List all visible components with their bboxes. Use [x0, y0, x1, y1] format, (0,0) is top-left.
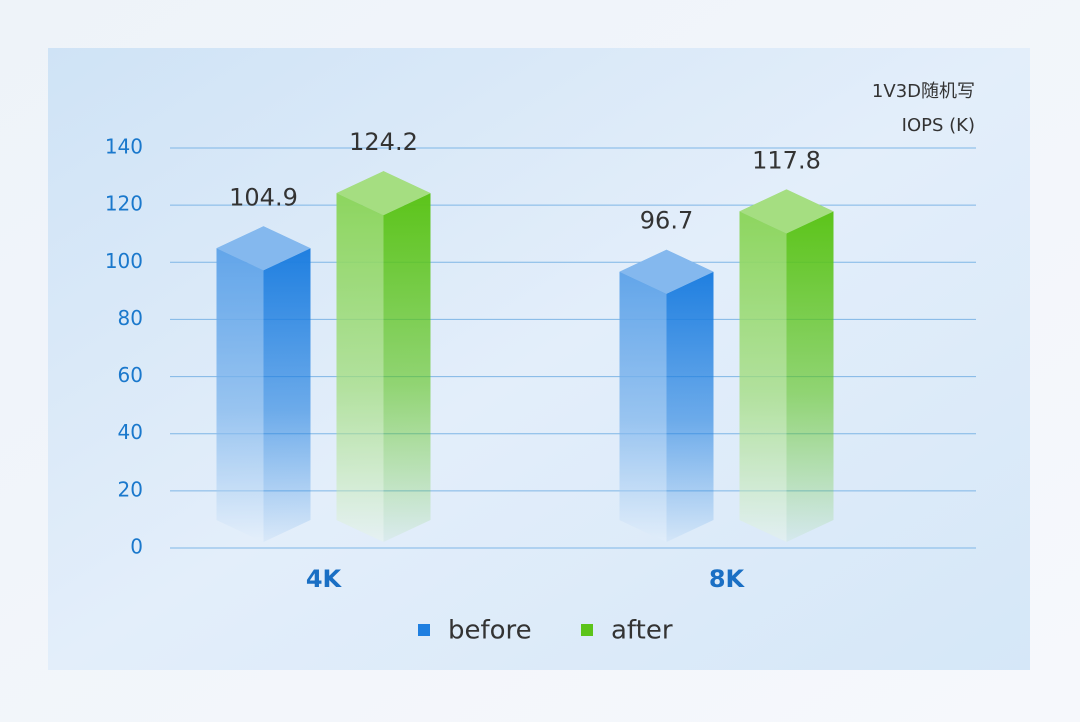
y-tick-label: 60 — [118, 363, 143, 387]
legend-swatch — [581, 624, 593, 636]
value-label: 96.7 — [640, 207, 693, 235]
panel — [48, 48, 1030, 670]
legend-label: before — [448, 616, 532, 646]
value-label: 124.2 — [349, 128, 418, 156]
value-label: 117.8 — [752, 146, 821, 174]
y-tick-label: 100 — [105, 249, 143, 273]
value-label: 104.9 — [229, 183, 298, 211]
bar — [739, 189, 834, 542]
bar — [216, 226, 311, 543]
legend-label: after — [611, 616, 673, 646]
y-tick-label: 20 — [118, 477, 143, 501]
bar — [336, 171, 431, 542]
x-tick-label: 8K — [709, 565, 746, 593]
y-tick-label: 140 — [105, 135, 143, 159]
x-tick-label: 4K — [306, 565, 343, 593]
y-tick-label: 40 — [118, 420, 143, 444]
bar — [619, 249, 714, 542]
y-tick-label: 120 — [105, 192, 143, 216]
chart-title: 1V3D随机写 — [872, 81, 975, 102]
y-tick-label: 0 — [130, 535, 143, 559]
y-axis-label: IOPS (K) — [902, 115, 975, 136]
y-tick-label: 80 — [118, 306, 143, 330]
legend-swatch — [418, 624, 430, 636]
